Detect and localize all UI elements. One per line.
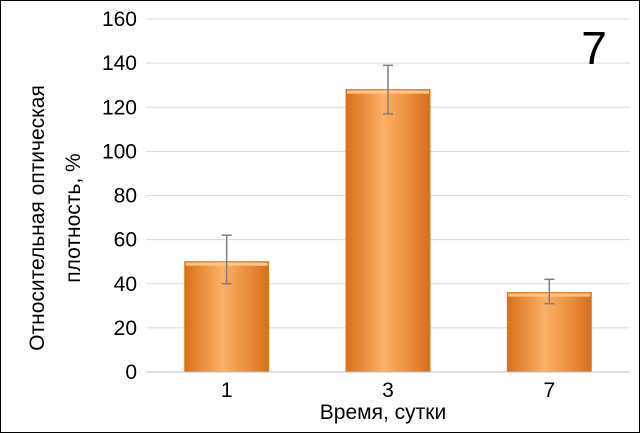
y-tick-label: 20 [114,317,137,340]
y-axis-title-line2: плотность, % [62,153,85,282]
y-tick-label: 80 [114,185,137,208]
x-tick-label: 3 [382,379,394,402]
y-tick-label: 160 [102,8,137,31]
y-tick-label: 100 [102,140,137,163]
y-tick-labels: 0 20 40 60 80 100 120 140 160 [102,8,137,384]
bar [345,89,431,373]
bar [506,292,592,373]
x-axis-title: Время, сутки [320,401,446,424]
y-tick-label: 0 [125,361,137,384]
bars [184,89,592,373]
error-bars [221,64,555,305]
x-tick-label: 1 [221,379,233,402]
y-tick-label: 120 [102,96,137,119]
x-tick-labels: 1 3 7 [221,379,555,402]
y-tick-label: 60 [114,229,137,252]
y-tick-label: 140 [102,52,137,75]
panel-label: 7 [581,22,607,74]
y-tick-label: 40 [114,273,137,296]
x-tick-label: 7 [543,379,555,402]
y-axis-title-line1: Относительная оптическая [26,85,49,351]
